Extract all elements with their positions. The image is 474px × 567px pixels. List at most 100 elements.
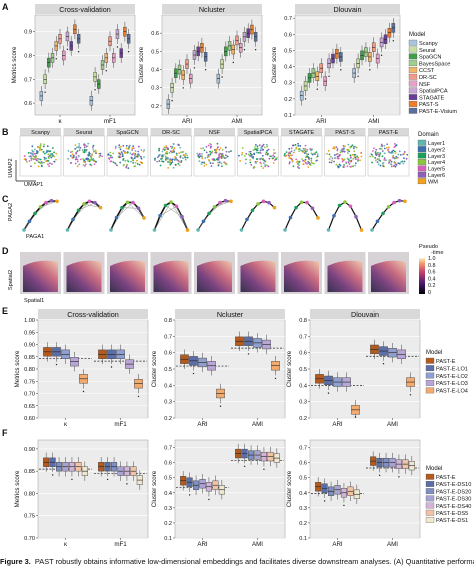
- panel-b-embedding-point: [173, 147, 176, 149]
- panel-a-legend-swatch: [408, 87, 418, 94]
- panel-b-embedding-point: [218, 148, 221, 151]
- caption-text: PAST robustly obtains informative low-di…: [34, 557, 474, 566]
- panel-b-embedding-point: [391, 152, 394, 154]
- panel-c-graph-edge-weak: [208, 200, 226, 214]
- panel-b-title-strip: [281, 128, 322, 136]
- panel-d-colorbar: [419, 258, 425, 294]
- panel-a-chart-3-ytick-label: 0.5: [284, 48, 292, 54]
- panel-b-embedding-point: [377, 163, 380, 166]
- panel-b-embedding-point: [74, 144, 77, 147]
- panel-b-embedding-point: [266, 145, 269, 148]
- panel-b-embedding-point: [262, 143, 265, 146]
- panel-c-graph-node: [305, 200, 309, 205]
- panel-c-graph-edge-weak: [203, 202, 221, 222]
- panel-e-chart-1-ylabel: Metrics score: [14, 350, 21, 387]
- panel-b-embedding-point: [383, 157, 386, 160]
- panel-b-embedding-point: [88, 151, 91, 154]
- panel-b-embedding-point: [87, 160, 89, 162]
- panel-b-embedding-point: [158, 147, 161, 150]
- panel-c-graph-node: [169, 200, 173, 204]
- panel-a-chart-2-xtick-label: AMI: [231, 118, 242, 125]
- panel-b-embedding-point: [219, 147, 222, 149]
- panel-b-embedding-point: [201, 152, 203, 155]
- panel-b-embedding-point: [290, 150, 293, 153]
- panel-b-embedding-point: [132, 152, 135, 155]
- panel-b-embedding-point: [86, 145, 89, 148]
- panel-b-embedding-point: [186, 154, 189, 157]
- panel-b-embedding-point: [225, 150, 228, 153]
- panel-b-embedding-point: [133, 157, 136, 160]
- panel-b-embedding-point: [253, 166, 256, 169]
- panel-c-xlabel: PAGA1: [26, 234, 44, 240]
- panel-b-embedding-point: [41, 161, 43, 164]
- panel-f-legend-swatch: [425, 495, 435, 502]
- panel-c-graph-node: [229, 199, 233, 204]
- panel-a-chart-3-ytick-label: 0.6: [284, 32, 292, 38]
- panel-b-embedding-point: [316, 155, 319, 158]
- panel-b-embedding-point: [326, 152, 328, 155]
- panel-b-embedding-point: [305, 152, 308, 155]
- panel-b-embedding-point: [400, 161, 403, 163]
- panel-b-embedding-point: [30, 152, 32, 155]
- panel-e-legend: ModelPAST-EPAST-E-LO1PAST-E-LO2PAST-E-LO…: [425, 350, 468, 395]
- panel-c-graph-node: [288, 215, 293, 220]
- panel-b-embedding-point: [85, 158, 88, 161]
- panel-b-embedding-point: [35, 159, 38, 162]
- panel-b-embedding-point: [261, 145, 264, 148]
- panel-b-embedding-point: [342, 145, 345, 147]
- panel-b-embedding-frame: [106, 135, 149, 177]
- panel-b-embedding-point: [306, 155, 309, 158]
- panel-b-embedding-point: [168, 159, 171, 162]
- panel-d-pseudotime-map: [327, 260, 363, 292]
- panel-f-legend-swatch: [425, 488, 435, 495]
- panel-c-graph-node: [218, 200, 222, 205]
- panel-b-embedding-point: [166, 152, 169, 155]
- panel-b-embedding-point: [198, 153, 201, 156]
- panel-b-embedding-point: [48, 165, 51, 167]
- panel-b-embedding-point: [241, 147, 244, 149]
- panel-b-embedding-point: [217, 161, 219, 164]
- panel-b-embedding-point: [43, 143, 46, 146]
- panel-f-chart-2-ytick-label: 0.7: [164, 446, 172, 452]
- panel-b-embedding-point: [312, 152, 315, 155]
- panel-b-embedding-point: [33, 158, 35, 160]
- panel-b-legend-label: Layer1: [428, 141, 445, 147]
- panel-b-embedding-point: [336, 157, 339, 160]
- panel-b-embedding-point: [171, 158, 174, 161]
- panel-b-embedding-point: [31, 149, 34, 152]
- panel-b-embedding-point: [209, 153, 212, 156]
- panel-e-chart-3-ytick-label: 0.8: [299, 318, 307, 324]
- panel-a-chart-3: Dlouvain 0.7 0.6 0.5 0.4 0.3 0.2 0.1 Cluster sco…: [271, 4, 401, 125]
- panel-b-embedding-point: [216, 157, 219, 160]
- panel-b-embedding-point: [250, 153, 253, 156]
- panel-f-legend-swatch: [425, 502, 435, 509]
- panel-b-embedding-point: [164, 152, 167, 155]
- panel-f-chart-1-plot-area: [37, 439, 149, 539]
- panel-b-embedding-point: [307, 156, 310, 159]
- panel-b-embedding-point: [109, 160, 112, 163]
- panel-c-graph-edge: [110, 217, 118, 231]
- panel-b-embedding-point: [48, 155, 51, 158]
- panel-c-graph-node: [261, 199, 266, 204]
- panel-b-embedding-point: [72, 154, 75, 157]
- panel-b-embedding-point: [161, 150, 164, 153]
- panel-a-chart-2-outlier-point: [243, 49, 246, 51]
- panel-b-embedding-point: [174, 158, 176, 161]
- panel-b-embedding-point: [333, 147, 336, 150]
- panel-c-graph-node: [76, 208, 81, 213]
- panel-b-embedding-point: [294, 143, 297, 146]
- panel-a-chart-3-title-strip: [295, 4, 400, 14]
- panel-b-embedding-point: [38, 161, 40, 164]
- panel-b-embedding-point: [184, 156, 187, 159]
- panel-b-embedding-point: [309, 164, 312, 166]
- panel-c-ylabel: PAGA2: [8, 203, 14, 221]
- panel-c-graph-node: [337, 203, 342, 208]
- panel-b-embedding-point: [360, 155, 363, 158]
- panel-a-chart-1-ytick-label: 0.9: [24, 30, 32, 36]
- panel-b-embedding-point: [40, 148, 43, 151]
- panel-b-embedding-point: [165, 145, 168, 147]
- panel-e-chart-3-title: Dlouvain: [351, 310, 379, 319]
- panel-b-embedding-point: [316, 159, 318, 162]
- panel-b-embedding-point: [53, 151, 56, 154]
- panel-b-legend-swatch: [417, 165, 427, 172]
